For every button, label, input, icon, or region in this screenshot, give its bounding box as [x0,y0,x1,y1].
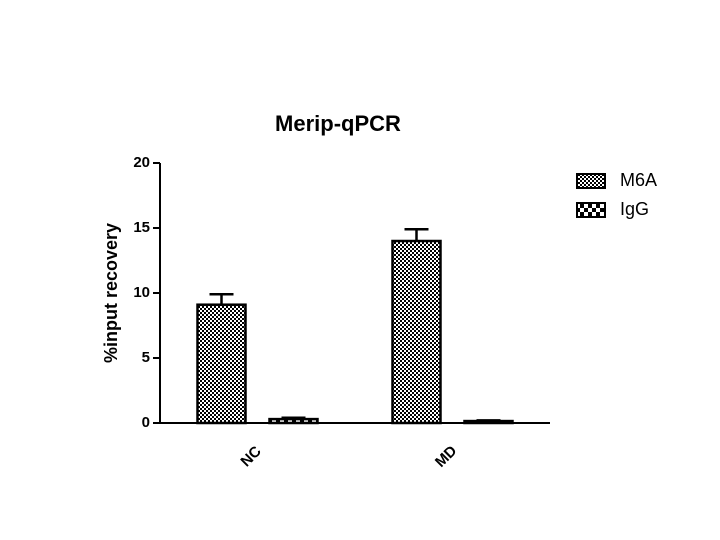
legend-label: IgG [620,199,649,219]
y-tick-label: 10 [133,284,150,301]
legend-swatch [576,173,606,189]
x-tick-label: NC [237,443,264,470]
x-tick-label: MD [432,442,461,471]
y-tick-label: 0 [142,414,150,431]
bar [196,303,247,425]
y-tick-label: 5 [142,349,150,366]
y-axis-label: %input recovery [101,223,121,363]
bar [268,417,319,425]
y-tick-label: 20 [133,154,150,171]
y-tick-label: 15 [133,219,150,236]
legend-label: M6A [620,170,657,190]
bar [391,239,442,425]
chart-title: Merip-qPCR [275,111,401,136]
legend-swatch [576,202,606,218]
